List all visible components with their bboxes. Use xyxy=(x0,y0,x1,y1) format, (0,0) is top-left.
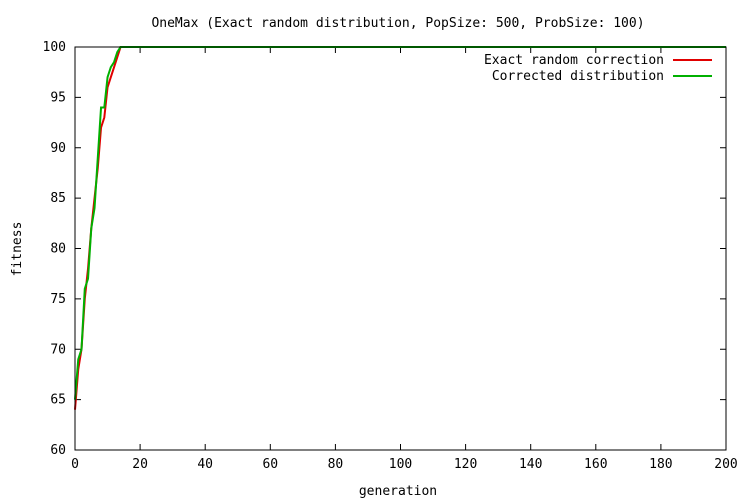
y-tick-label: 60 xyxy=(50,443,66,458)
x-tick-label: 0 xyxy=(71,457,79,472)
legend-label-2: Corrected distribution xyxy=(492,69,664,84)
y-tick-label: 95 xyxy=(50,90,66,105)
y-tick-label: 85 xyxy=(50,191,66,206)
x-tick-label: 60 xyxy=(262,457,278,472)
series-line-1 xyxy=(74,46,726,410)
axes: 0 20 40 60 80 100 120 140 160 180 200 60 65 70 75 80 85 9… xyxy=(43,40,738,472)
x-tick-label: 160 xyxy=(584,457,607,472)
y-tick-label: 100 xyxy=(43,40,66,55)
y-tick-label: 90 xyxy=(50,141,66,156)
series-line-2 xyxy=(74,46,726,400)
y-axis-label: fitness xyxy=(10,222,25,277)
y-tick-label: 65 xyxy=(50,393,66,408)
series-lines xyxy=(74,46,726,410)
x-axis-label: generation xyxy=(359,484,437,499)
y-tick-label: 70 xyxy=(50,342,66,357)
y-tick-label: 75 xyxy=(50,292,66,307)
x-tick-label: 120 xyxy=(454,457,477,472)
x-tick-label: 100 xyxy=(389,457,412,472)
x-tick-label: 20 xyxy=(132,457,148,472)
x-tick-label: 140 xyxy=(519,457,542,472)
y-tick-label: 80 xyxy=(50,242,66,257)
x-tick-label: 40 xyxy=(197,457,213,472)
chart-title: OneMax (Exact random distribution, PopSi… xyxy=(151,16,644,31)
legend-label-1: Exact random correction xyxy=(484,53,664,68)
x-tick-label: 200 xyxy=(714,457,737,472)
x-tick-label: 180 xyxy=(649,457,672,472)
plot-frame xyxy=(74,46,727,451)
x-tick-label: 80 xyxy=(328,457,344,472)
